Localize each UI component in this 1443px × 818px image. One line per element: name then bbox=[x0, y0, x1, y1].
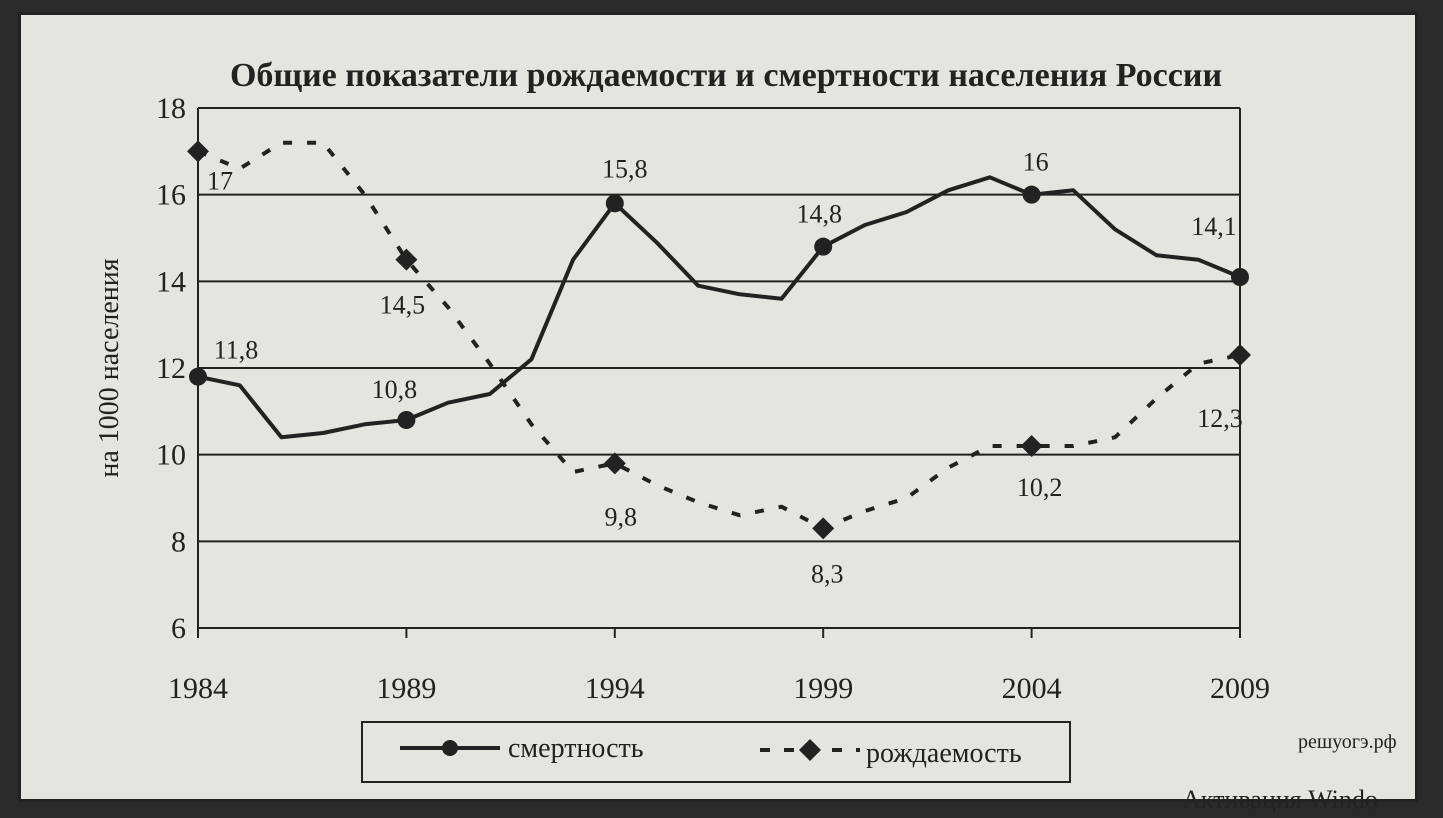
y-tick-label-6: 6 bbox=[171, 612, 186, 645]
data-label-0-1999: 14,8 bbox=[796, 200, 842, 229]
x-tick-label-2009: 2009 bbox=[1210, 672, 1270, 705]
y-tick-label-8: 8 bbox=[171, 525, 186, 558]
marker-1-1989 bbox=[395, 248, 418, 271]
marker-1-1999 bbox=[812, 517, 835, 540]
data-label-0-1989: 10,8 bbox=[372, 375, 418, 404]
marker-0-2009 bbox=[1231, 268, 1249, 286]
marker-1-1984 bbox=[187, 140, 209, 163]
data-label-0-1984: 11,8 bbox=[214, 336, 259, 365]
marker-0-2004 bbox=[1022, 185, 1041, 204]
data-label-0-1994: 15,8 bbox=[602, 154, 648, 183]
chart-frame bbox=[18, 12, 1418, 802]
data-label-0-2004: 16 bbox=[1023, 148, 1049, 177]
site-watermark: решуогэ.рф bbox=[1298, 731, 1397, 753]
marker-0-1999 bbox=[814, 237, 833, 256]
x-tick-label-1994: 1994 bbox=[585, 672, 645, 705]
data-label-1-1994: 9,8 bbox=[605, 502, 638, 531]
chart-title: Общие показатели рождаемости и смертност… bbox=[230, 57, 1222, 94]
series-line-1 bbox=[197, 140, 1241, 531]
series-layer bbox=[187, 140, 1251, 540]
legend: смертность рождаемость bbox=[361, 721, 1071, 783]
legend-box bbox=[361, 721, 1071, 783]
data-label-1-2009: 12,3 bbox=[1197, 404, 1243, 433]
y-tick-label-12: 12 bbox=[156, 352, 186, 385]
data-label-1-1989: 14,5 bbox=[380, 291, 426, 320]
windows-activation-watermark: Активация Windo bbox=[1182, 785, 1378, 814]
axes: 6 8 10 12 14 16 18 1984 1989 1994 1999 2004 2009 bbox=[156, 92, 1270, 705]
data-label-1-1999: 8,3 bbox=[811, 559, 844, 588]
legend-label-birth: рождаемость bbox=[866, 738, 1022, 769]
marker-1-1994 bbox=[603, 452, 626, 475]
legend-label-mortality: смертность bbox=[508, 733, 644, 764]
legend-marker-mortality bbox=[442, 740, 458, 756]
series-line-0 bbox=[197, 175, 1241, 440]
marker-0-1989 bbox=[397, 411, 416, 429]
data-label-0-2009: 14,1 bbox=[1191, 212, 1237, 241]
x-tick-label-2004: 2004 bbox=[1002, 672, 1062, 705]
marker-0-1994 bbox=[605, 194, 624, 213]
marker-1-2004 bbox=[1020, 435, 1043, 457]
x-tick-label-1989: 1989 bbox=[376, 672, 436, 705]
legend-marker-birth bbox=[799, 739, 821, 761]
y-tick-label-14: 14 bbox=[156, 265, 186, 298]
marker-0-1984 bbox=[189, 367, 207, 386]
y-tick-label-16: 16 bbox=[156, 179, 186, 212]
y-tick-label-10: 10 bbox=[156, 439, 186, 472]
gridlines bbox=[198, 107, 1240, 543]
data-label-1-1984: 17 bbox=[207, 166, 233, 195]
data-label-1-2004: 10,2 bbox=[1017, 473, 1063, 502]
y-axis-label: на 1000 населения bbox=[94, 258, 125, 477]
marker-1-2009 bbox=[1229, 344, 1251, 366]
y-tick-label-18: 18 bbox=[156, 92, 186, 125]
x-tick-label-1999: 1999 bbox=[793, 672, 853, 705]
x-tick-label-1984: 1984 bbox=[168, 672, 228, 705]
data-labels: 11,8 10,8 15,8 14,8 16 14,1 17 14,5 9,8 8,3 10,2 12… bbox=[207, 148, 1243, 589]
